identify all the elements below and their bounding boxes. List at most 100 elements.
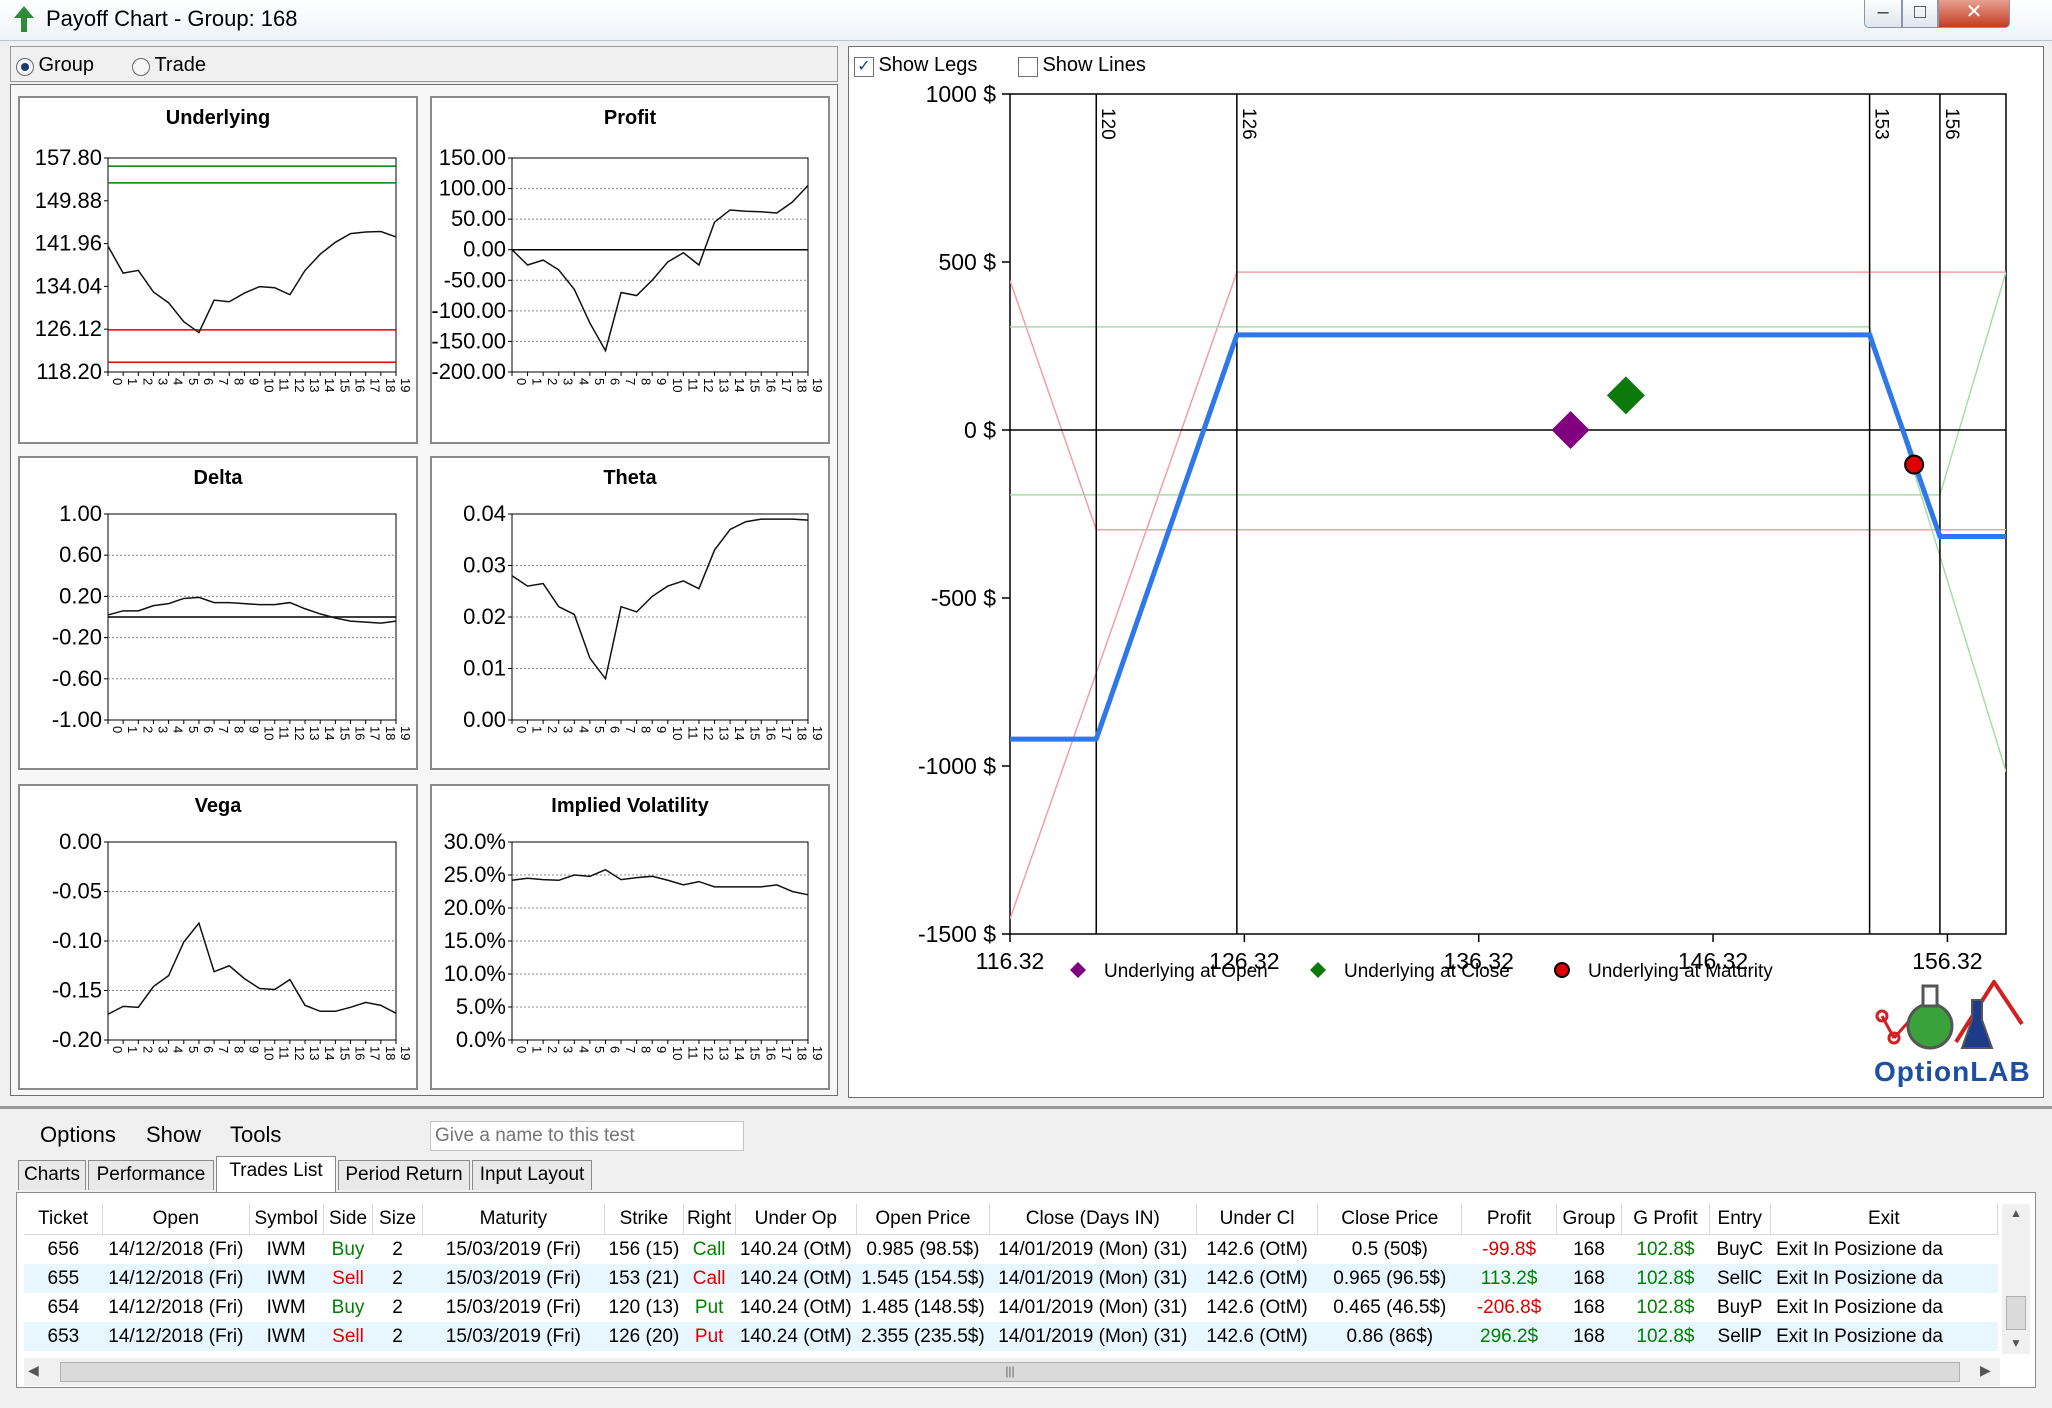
scroll-left-icon[interactable]: ◀ (28, 1362, 39, 1378)
cell-size: 2 (392, 1238, 403, 1260)
cell-exit: Exit In Posizione da (1770, 1322, 1998, 1351)
trade-row[interactable]: 656 14/12/2018 (Fri) IWM Buy 2 15/03/2019 (Fr… (24, 1235, 1998, 1265)
x-tick-label: 8 (231, 726, 246, 733)
trade-row[interactable]: 654 14/12/2018 (Fri) IWM Buy 2 15/03/2019 (Fr… (24, 1293, 1998, 1322)
show-legs-check-icon[interactable]: ✓ (854, 56, 874, 77)
vertical-scrollbar[interactable]: ▲ ▼ (2002, 1204, 2030, 1354)
x-tick-label: 13 (717, 378, 732, 392)
legend-symbol (1310, 962, 1326, 978)
column-header-g-profit[interactable]: G Profit (1621, 1204, 1710, 1235)
column-header-side[interactable]: Side (323, 1204, 374, 1235)
payoff-plot-area (1009, 93, 2007, 935)
strike-label: 156 (1941, 108, 1962, 140)
x-tick-label: 14 (322, 726, 337, 740)
trade-row[interactable]: 653 14/12/2018 (Fri) IWM Sell 2 15/03/2019 (F… (24, 1322, 1998, 1351)
x-tick-label: 9 (654, 726, 669, 733)
tab-charts[interactable]: Charts (18, 1160, 86, 1190)
column-header-group[interactable]: Group (1556, 1204, 1623, 1235)
mode-bar (10, 46, 838, 82)
column-header-ticket[interactable]: Ticket (24, 1204, 104, 1235)
x-tick-label: 19 (810, 726, 825, 740)
horizontal-scrollbar[interactable]: ◀ ||| ▶ (24, 1358, 2000, 1386)
x-tick-label: 15 (748, 1046, 763, 1060)
column-header-close-price[interactable]: Close Price (1317, 1204, 1463, 1235)
close-button[interactable]: ✕ (1938, 0, 2010, 28)
y-tick-label: 50.00 (451, 206, 506, 231)
series-line (107, 921, 397, 1015)
column-header-entry[interactable]: Entry (1709, 1204, 1771, 1235)
x-tick-label: 10 (670, 1046, 685, 1060)
x-tick-label: 12 (292, 726, 307, 740)
cell-close-days-in: 14/01/2019 (Mon) (31) (989, 1264, 1197, 1293)
show-lines-check-box[interactable] (1018, 56, 1038, 77)
show-legs-checkbox[interactable]: ✓ Show Legs (854, 54, 977, 77)
column-header-close-days-in[interactable]: Close (Days IN) (989, 1204, 1197, 1235)
x-tick-label: 8 (231, 378, 246, 385)
y-tick-label: 0.00 (463, 707, 506, 732)
column-header-under-op[interactable]: Under Op (735, 1204, 858, 1235)
payoff-chart[interactable]: 120 126 153 156 1000 $ 500 $ 0 $ -500 $ -1000 $ -… (850, 80, 2042, 1096)
x-tick-label: 2 (140, 726, 155, 733)
strike-label: 126 (1238, 108, 1259, 140)
column-header-strike[interactable]: Strike (604, 1204, 684, 1235)
trade-row[interactable]: 655 14/12/2018 (Fri) IWM Sell 2 15/03/2019 (F… (24, 1264, 1998, 1293)
y-tick-label: -0.15 (52, 978, 102, 1003)
column-header-symbol[interactable]: Symbol (249, 1204, 324, 1235)
vertical-scroll-thumb[interactable] (2006, 1296, 2026, 1330)
cell-open: 14/12/2018 (Fri) (108, 1238, 244, 1260)
cell-close-days-in: 14/01/2019 (Mon) (31) (998, 1296, 1188, 1318)
column-header-open[interactable]: Open (102, 1204, 250, 1235)
scroll-up-icon[interactable]: ▲ (2010, 1206, 2022, 1220)
menu-item-show[interactable]: Show (146, 1122, 202, 1147)
tab-performance[interactable]: Performance (88, 1160, 214, 1190)
trade-radio-button[interactable] (132, 57, 150, 76)
y-tick-label: 141.96 (35, 231, 102, 256)
x-tick-label: 17 (779, 726, 794, 740)
title-bar[interactable]: Payoff Chart - Group: 168 – □ ✕ (0, 0, 2052, 41)
x-tick-label: 17 (368, 378, 383, 392)
trade-radio[interactable]: Trade (132, 54, 206, 77)
tab-trades-list[interactable]: Trades List (216, 1156, 336, 1192)
column-header-open-price[interactable]: Open Price (856, 1204, 990, 1235)
group-radio-button[interactable] (16, 57, 34, 76)
maximize-button[interactable]: □ (1902, 0, 1938, 28)
y-tick-label: -1000 $ (918, 753, 996, 779)
horizontal-scroll-thumb[interactable]: ||| (60, 1362, 1960, 1382)
x-tick-label: 16 (353, 726, 368, 740)
column-header-under-cl[interactable]: Under Cl (1196, 1204, 1319, 1235)
cell-maturity: 15/03/2019 (Fri) (445, 1296, 581, 1318)
x-tick-label: 126.32 (1209, 948, 1279, 974)
y-tick-label: 0.0% (456, 1027, 506, 1052)
x-tick-label: 2 (140, 1046, 155, 1053)
test-name-input[interactable] (430, 1121, 744, 1151)
menu-item-tools[interactable]: Tools (230, 1122, 282, 1147)
column-header-right[interactable]: Right (683, 1204, 736, 1235)
x-tick-label: 4 (576, 378, 591, 385)
column-header-exit[interactable]: Exit (1770, 1204, 1999, 1235)
x-tick-label: 5 (592, 1046, 607, 1053)
y-tick-label: -0.10 (52, 928, 102, 953)
x-tick-label: 156.32 (1912, 948, 1982, 974)
y-tick-label: 134.04 (35, 273, 102, 298)
x-tick-label: 15 (337, 378, 352, 392)
show-lines-checkbox[interactable]: Show Lines (1018, 54, 1146, 77)
y-tick-label: 0.04 (463, 501, 506, 526)
column-header-size[interactable]: Size (372, 1204, 423, 1235)
scroll-down-icon[interactable]: ▼ (2010, 1336, 2022, 1350)
optionlab-logo: OptionLAB (1868, 978, 2030, 1092)
minimize-button[interactable]: – (1864, 0, 1902, 28)
x-tick-label: 10 (262, 1046, 277, 1060)
group-radio[interactable]: Group (16, 54, 94, 77)
tab-period-return[interactable]: Period Return (338, 1160, 470, 1190)
column-header-maturity[interactable]: Maturity (422, 1204, 606, 1235)
column-header-profit[interactable]: Profit (1461, 1204, 1557, 1235)
y-tick-label: 157.80 (35, 145, 102, 170)
trades-table: Ticket Open Symbol Side Size Maturity Strike Ri… (24, 1204, 1999, 1351)
marker-underlying-at-open (1551, 411, 1590, 449)
mini-chart-title: Profit (604, 107, 657, 129)
tab-input-layout[interactable]: Input Layout (472, 1160, 592, 1190)
cell-g-profit: 102.8$ (1621, 1322, 1710, 1351)
scroll-right-icon[interactable]: ▶ (1980, 1362, 1991, 1378)
menu-item-options[interactable]: Options (40, 1122, 116, 1147)
y-tick-label: 10.0% (444, 961, 506, 986)
